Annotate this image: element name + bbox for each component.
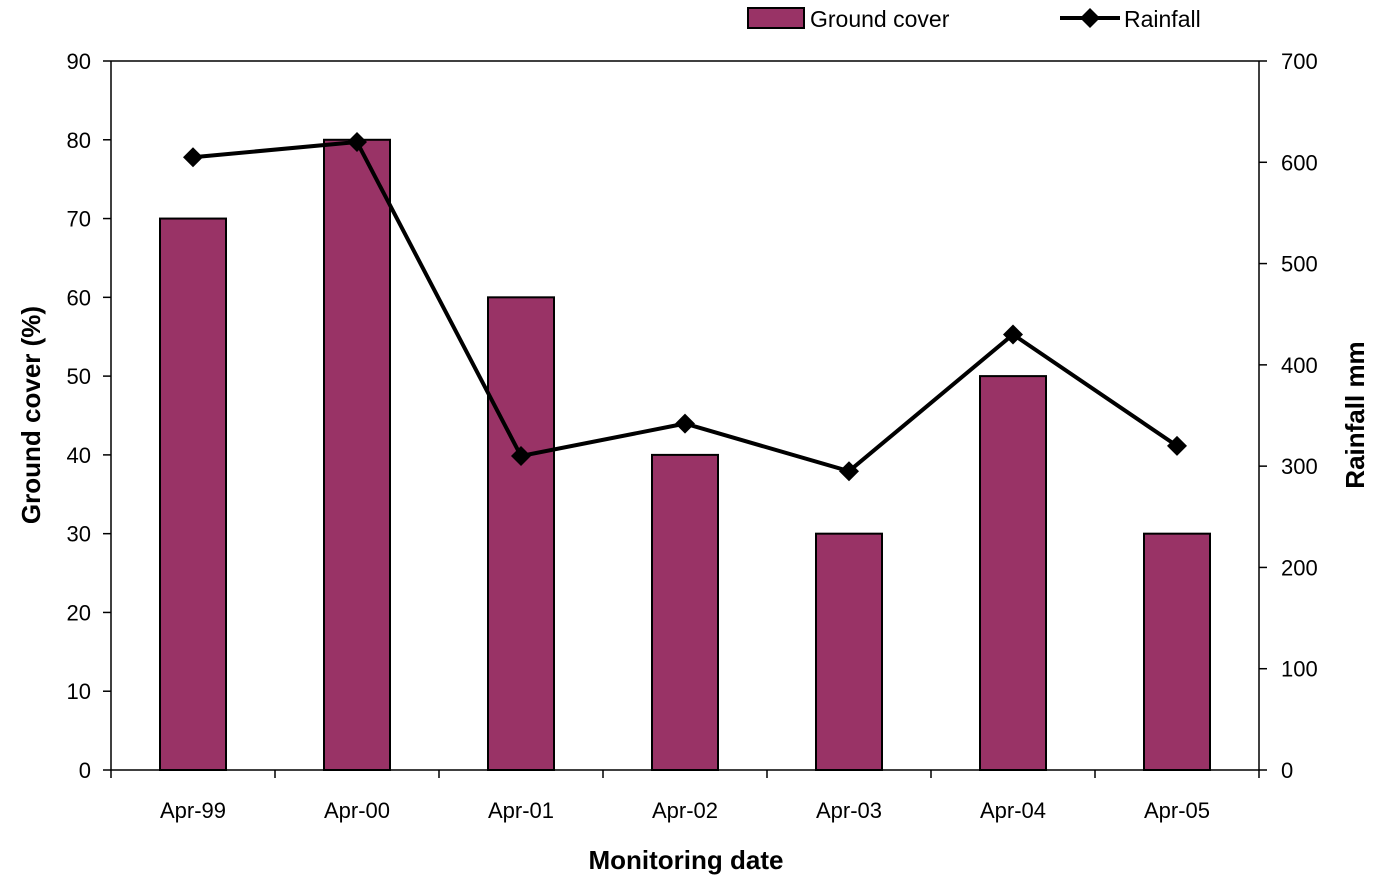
plot-area: 0 10 20 30 40 50 60 70 80 90 0 100 200 300 400 500 600 70…: [67, 49, 1318, 823]
y2-tick-label-400: 400: [1281, 353, 1318, 378]
y-tick-label-90: 90: [67, 49, 91, 74]
y-tick-label-50: 50: [67, 364, 91, 389]
bar-ground-cover-apr-01: [487, 296, 555, 771]
legend-label-ground-cover: Ground cover: [810, 6, 950, 32]
y-tick-label-70: 70: [67, 207, 91, 232]
rainfall-marker-apr-00: [347, 132, 367, 153]
bar-ground-cover-apr-02: [651, 453, 719, 771]
x-tick-label-apr-05: Apr-05: [1144, 798, 1210, 823]
legend-label-rainfall: Rainfall: [1124, 6, 1201, 32]
x-tick-label-apr-99: Apr-99: [160, 798, 226, 823]
y-tick-label-10: 10: [67, 679, 91, 704]
legend-swatch-ground-cover: [747, 7, 805, 29]
y2-tick-label-0: 0: [1281, 758, 1293, 783]
bar-ground-cover-apr-03: [815, 532, 883, 772]
rainfall-marker-apr-04: [1003, 324, 1023, 345]
x-tick-label-apr-00: Apr-00: [324, 798, 390, 823]
x-axis-title: Monitoring date: [589, 845, 784, 875]
x-tick-label-apr-03: Apr-03: [816, 798, 882, 823]
bar-ground-cover-apr-00: [323, 138, 391, 771]
y-tick-label-30: 30: [67, 522, 91, 547]
rainfall-marker-apr-05: [1167, 435, 1187, 456]
y-tick-label-80: 80: [67, 128, 91, 153]
x-tick-label-apr-02: Apr-02: [652, 798, 718, 823]
rainfall-marker-apr-01: [511, 446, 531, 467]
rainfall-marker-apr-99: [183, 147, 203, 168]
bar-ground-cover-apr-99: [159, 217, 227, 772]
y2-tick-label-500: 500: [1281, 252, 1318, 277]
y-axis-title: Ground cover (%): [16, 306, 46, 524]
bar-ground-cover-apr-05: [1143, 532, 1211, 772]
y2-tick-label-200: 200: [1281, 555, 1318, 580]
legend: Ground cover Rainfall: [747, 6, 1201, 32]
rainfall-marker-apr-02: [675, 413, 695, 434]
rainfall-marker-apr-03: [839, 461, 859, 482]
y-tick-label-40: 40: [67, 443, 91, 468]
y2-axis-title: Rainfall mm: [1340, 341, 1370, 488]
y2-tick-label-600: 600: [1281, 150, 1318, 175]
y2-tick-label-300: 300: [1281, 454, 1318, 479]
y-tick-label-60: 60: [67, 285, 91, 310]
bar-ground-cover-apr-04: [979, 375, 1047, 771]
y2-tick-label-100: 100: [1281, 657, 1318, 682]
y-tick-label-20: 20: [67, 600, 91, 625]
y2-tick-label-700: 700: [1281, 49, 1318, 74]
x-tick-label-apr-01: Apr-01: [488, 798, 554, 823]
legend-marker-rainfall: [1080, 8, 1100, 28]
y-tick-label-0: 0: [79, 758, 91, 783]
x-tick-label-apr-04: Apr-04: [980, 798, 1046, 823]
